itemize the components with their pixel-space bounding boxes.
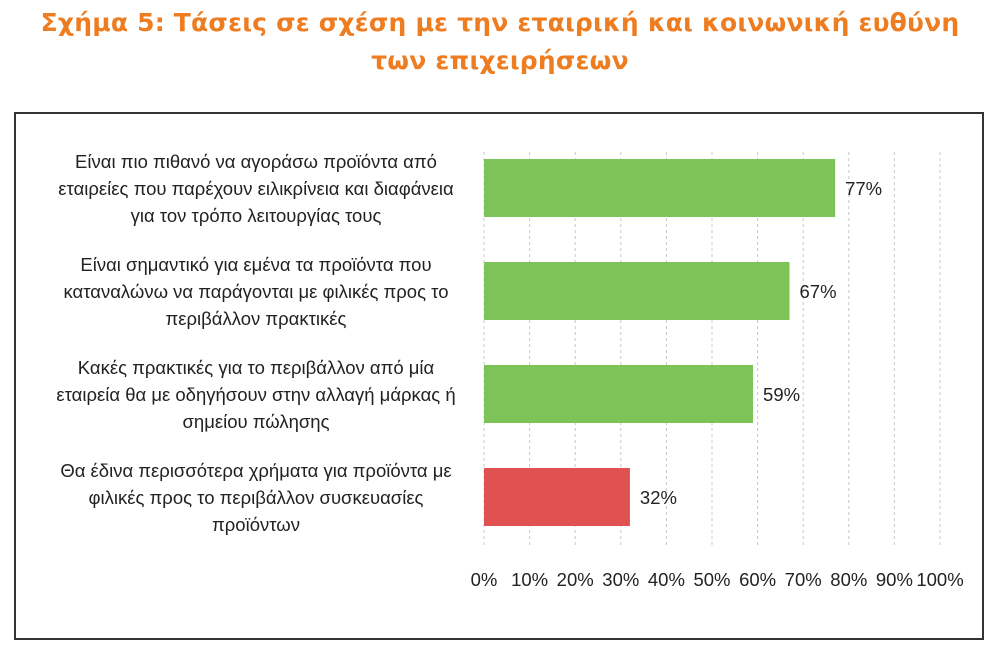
x-tick-label: 50% [693, 569, 730, 590]
category-label-line: Κακές πρακτικές για το περιβάλλον από μί… [77, 356, 435, 378]
category-label-line: σημείου πώλησης [182, 410, 330, 432]
category-label-line: για τον τρόπο λειτουργίας τους [130, 204, 382, 226]
bar [484, 262, 790, 320]
category-label-line: Είναι σημαντικό για εμένα τα προϊόντα πο… [80, 253, 432, 275]
bar [484, 468, 630, 526]
x-tick-label: 0% [471, 569, 498, 590]
figure-title-line-1: Σχήμα 5: Τάσεις σε σχέση με την εταιρική… [40, 8, 960, 37]
bar-value-label: 67% [800, 281, 837, 302]
category-label-line: προϊόντων [212, 513, 300, 535]
category-label-line: εταιρεία θα με οδηγήσουν στην αλλαγή μάρ… [56, 383, 456, 405]
category-label: Είναι πιο πιθανό να αγοράσω προϊόντα από… [32, 148, 480, 229]
bar-value-label: 59% [763, 384, 800, 405]
category-label-line: περιβάλλον πρακτικές [165, 307, 347, 329]
x-tick-label: 90% [876, 569, 913, 590]
x-tick-label: 100% [916, 569, 963, 590]
bar-value-label: 77% [845, 178, 882, 199]
bar-value-label: 32% [640, 487, 677, 508]
figure-title-line-2: των επιχειρήσεων [371, 46, 629, 75]
x-tick-label: 30% [602, 569, 639, 590]
category-label-line: φιλικές προς το περιβάλλον συσκευασίες [88, 486, 424, 508]
x-tick-label: 70% [785, 569, 822, 590]
x-tick-label: 80% [830, 569, 867, 590]
category-label-line: Είναι πιο πιθανό να αγοράσω προϊόντα από [75, 150, 437, 172]
bar [484, 365, 754, 423]
x-tick-label: 60% [739, 569, 776, 590]
x-tick-label: 10% [511, 569, 548, 590]
category-label-line: καταναλώνω να παράγονται με φιλικές προς… [63, 280, 449, 302]
category-label: Θα έδινα περισσότερα χρήματα για προϊόντ… [32, 457, 480, 538]
category-label: Κακές πρακτικές για το περιβάλλον από μί… [32, 354, 480, 435]
bar-chart: 0% 10% 20% 30% 40% 50% 60% 70% 80% 90% 100% 77% 67% 5… [471, 152, 964, 590]
figure-title: Σχήμα 5: Τάσεις σε σχέση με την εταιρική… [0, 4, 1000, 80]
x-tick-label: 20% [557, 569, 594, 590]
chart-frame: Είναι πιο πιθανό να αγοράσω προϊόντα από… [14, 112, 984, 640]
category-label: Είναι σημαντικό για εμένα τα προϊόντα πο… [32, 251, 480, 332]
category-label-line: Θα έδινα περισσότερα χρήματα για προϊόντ… [60, 459, 452, 481]
x-tick-label: 40% [648, 569, 685, 590]
category-label-line: εταιρείες που παρέχουν ειλικρίνεια και δ… [58, 177, 454, 199]
bar [484, 159, 836, 217]
